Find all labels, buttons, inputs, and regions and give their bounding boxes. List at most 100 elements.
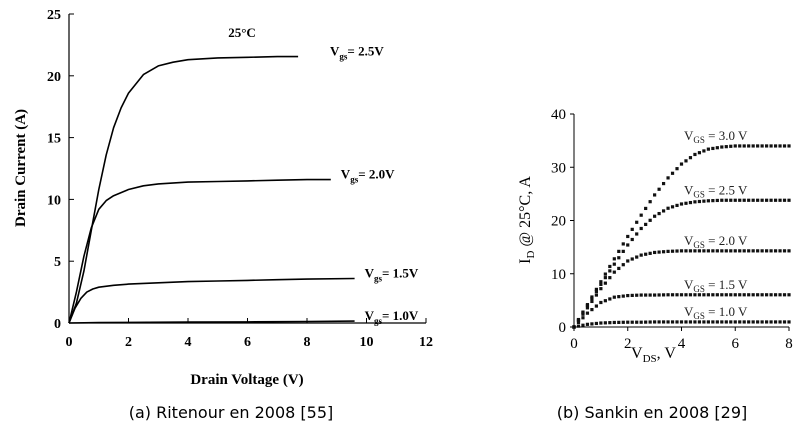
chart-b-marker [684,320,688,324]
chart-a-series [68,55,355,324]
chart-b-marker [635,232,639,236]
chart-b-marker [635,320,639,324]
chart-b-marker [751,249,755,253]
chart-b-marker [666,249,670,253]
chart-b-marker [693,293,697,297]
chart-b-marker [773,198,778,202]
chart-b-marker [603,276,607,280]
chart-a-series-line [68,55,299,324]
chart-b-marker [612,270,616,274]
chart-b-y-ticks: 0 10 20 30 40 [551,107,574,336]
chart-b-series-labels: VGS = 3.0 V VGS = 2.5 V VGS = 2.0 V VGS = 1… [684,128,748,321]
chart-b-marker [608,269,612,273]
chart-b-marker [693,200,697,204]
chart-b-marker [653,320,657,324]
chart-b-marker [612,262,616,266]
chart-b-marker [778,320,782,324]
chart-b-marker [729,249,733,253]
chart-b-marker [599,287,603,291]
chart-b-x-tick-label: 2 [624,336,632,352]
chart-b-marker [769,144,773,148]
chart-b-marker [576,324,581,328]
chart-b-marker [657,211,661,216]
chart-b-marker [648,293,652,297]
chart-b: 0 10 20 30 40 0 2 4 6 8 VDS, V ID @ 25°C, A VGS … [517,107,793,365]
chart-b-marker [590,297,594,301]
chart-a-y-tick-label: 25 [47,8,61,23]
chart-b-marker [697,293,702,297]
chart-b-marker [590,308,594,312]
chart-b-marker [742,249,746,253]
chart-b-marker [688,293,693,297]
chart-b-marker [630,227,634,231]
chart-b-marker [702,249,706,253]
chart-b-marker [666,320,670,324]
chart-b-marker [670,249,675,253]
chart-b-marker [756,320,760,324]
chart-b-marker [733,249,737,253]
chart-b-marker [617,249,621,253]
chart-a-series-label: Vgs= 1.5V [365,266,419,284]
chart-b-marker [782,144,787,148]
chart-b-marker [644,293,648,297]
chart-b-marker [621,294,625,298]
chart-b-series [572,144,791,329]
chart-b-marker [778,198,782,202]
chart-a-series-label: Vgs= 1.0V [365,308,419,326]
chart-b-marker [675,203,679,208]
chart-b-marker [760,144,764,148]
chart-b-x-tick-label: 4 [678,336,686,352]
chart-b-marker [679,293,684,297]
chart-b-marker [787,320,791,324]
chart-b-marker [742,198,746,202]
chart-a-x-axis-label: Drain Voltage (V) [190,372,303,388]
chart-b-marker [787,198,791,202]
chart-a-x-tick-label: 4 [185,335,192,350]
chart-a: 0 5 10 15 20 25 0 2 4 6 8 10 12 25°C Drain Voltage … [13,8,433,388]
chart-b-marker [648,251,652,255]
chart-b-marker [733,293,737,297]
chart-b-marker [751,320,755,324]
chart-a-series-label: Vgs= 2.5V [330,44,384,62]
chart-b-marker [751,293,755,297]
chart-a-y-ticks: 0 5 10 15 20 25 [47,8,74,332]
chart-b-marker [711,199,715,203]
chart-a-series-labels: Vgs= 2.5V Vgs= 2.0V Vgs= 1.5V Vgs= 1.0V [330,44,419,327]
chart-b-marker [782,320,787,324]
chart-b-marker [724,249,728,253]
chart-b-marker [747,249,751,253]
chart-b-marker [684,201,688,205]
chart-b-series-group [572,249,791,329]
chart-b-marker [684,249,688,253]
chart-b-marker [621,242,625,246]
chart-b-marker [670,320,675,324]
chart-b-marker [773,144,778,148]
chart-b-marker [756,249,760,253]
chart-b-marker [648,218,652,222]
chart-b-series-group [572,293,791,329]
chart-b-marker [670,293,675,297]
chart-b-marker [684,159,688,163]
chart-b-marker [608,276,612,280]
chart-b-marker [711,249,715,253]
chart-b-marker [594,289,598,294]
chart-b-marker [769,293,773,297]
chart-b-marker [782,198,787,202]
chart-b-marker [747,293,751,297]
chart-b-series-group [572,320,791,329]
chart-b-marker [581,316,585,320]
chart-b-marker [711,293,715,297]
chart-b-marker [653,214,657,218]
chart-b-marker [706,293,710,297]
chart-b-marker [724,198,728,202]
chart-b-marker [661,320,666,324]
chart-a-y-tick-label: 10 [47,193,61,208]
chart-b-marker [693,152,697,157]
chart-b-marker [621,320,625,324]
chart-b-marker [657,250,661,254]
chart-b-marker [626,293,630,298]
chart-b-x-ticks: 0 2 4 6 8 [570,327,793,352]
chart-b-marker [639,293,643,297]
chart-b-marker [661,293,666,297]
chart-b-marker [635,220,639,224]
